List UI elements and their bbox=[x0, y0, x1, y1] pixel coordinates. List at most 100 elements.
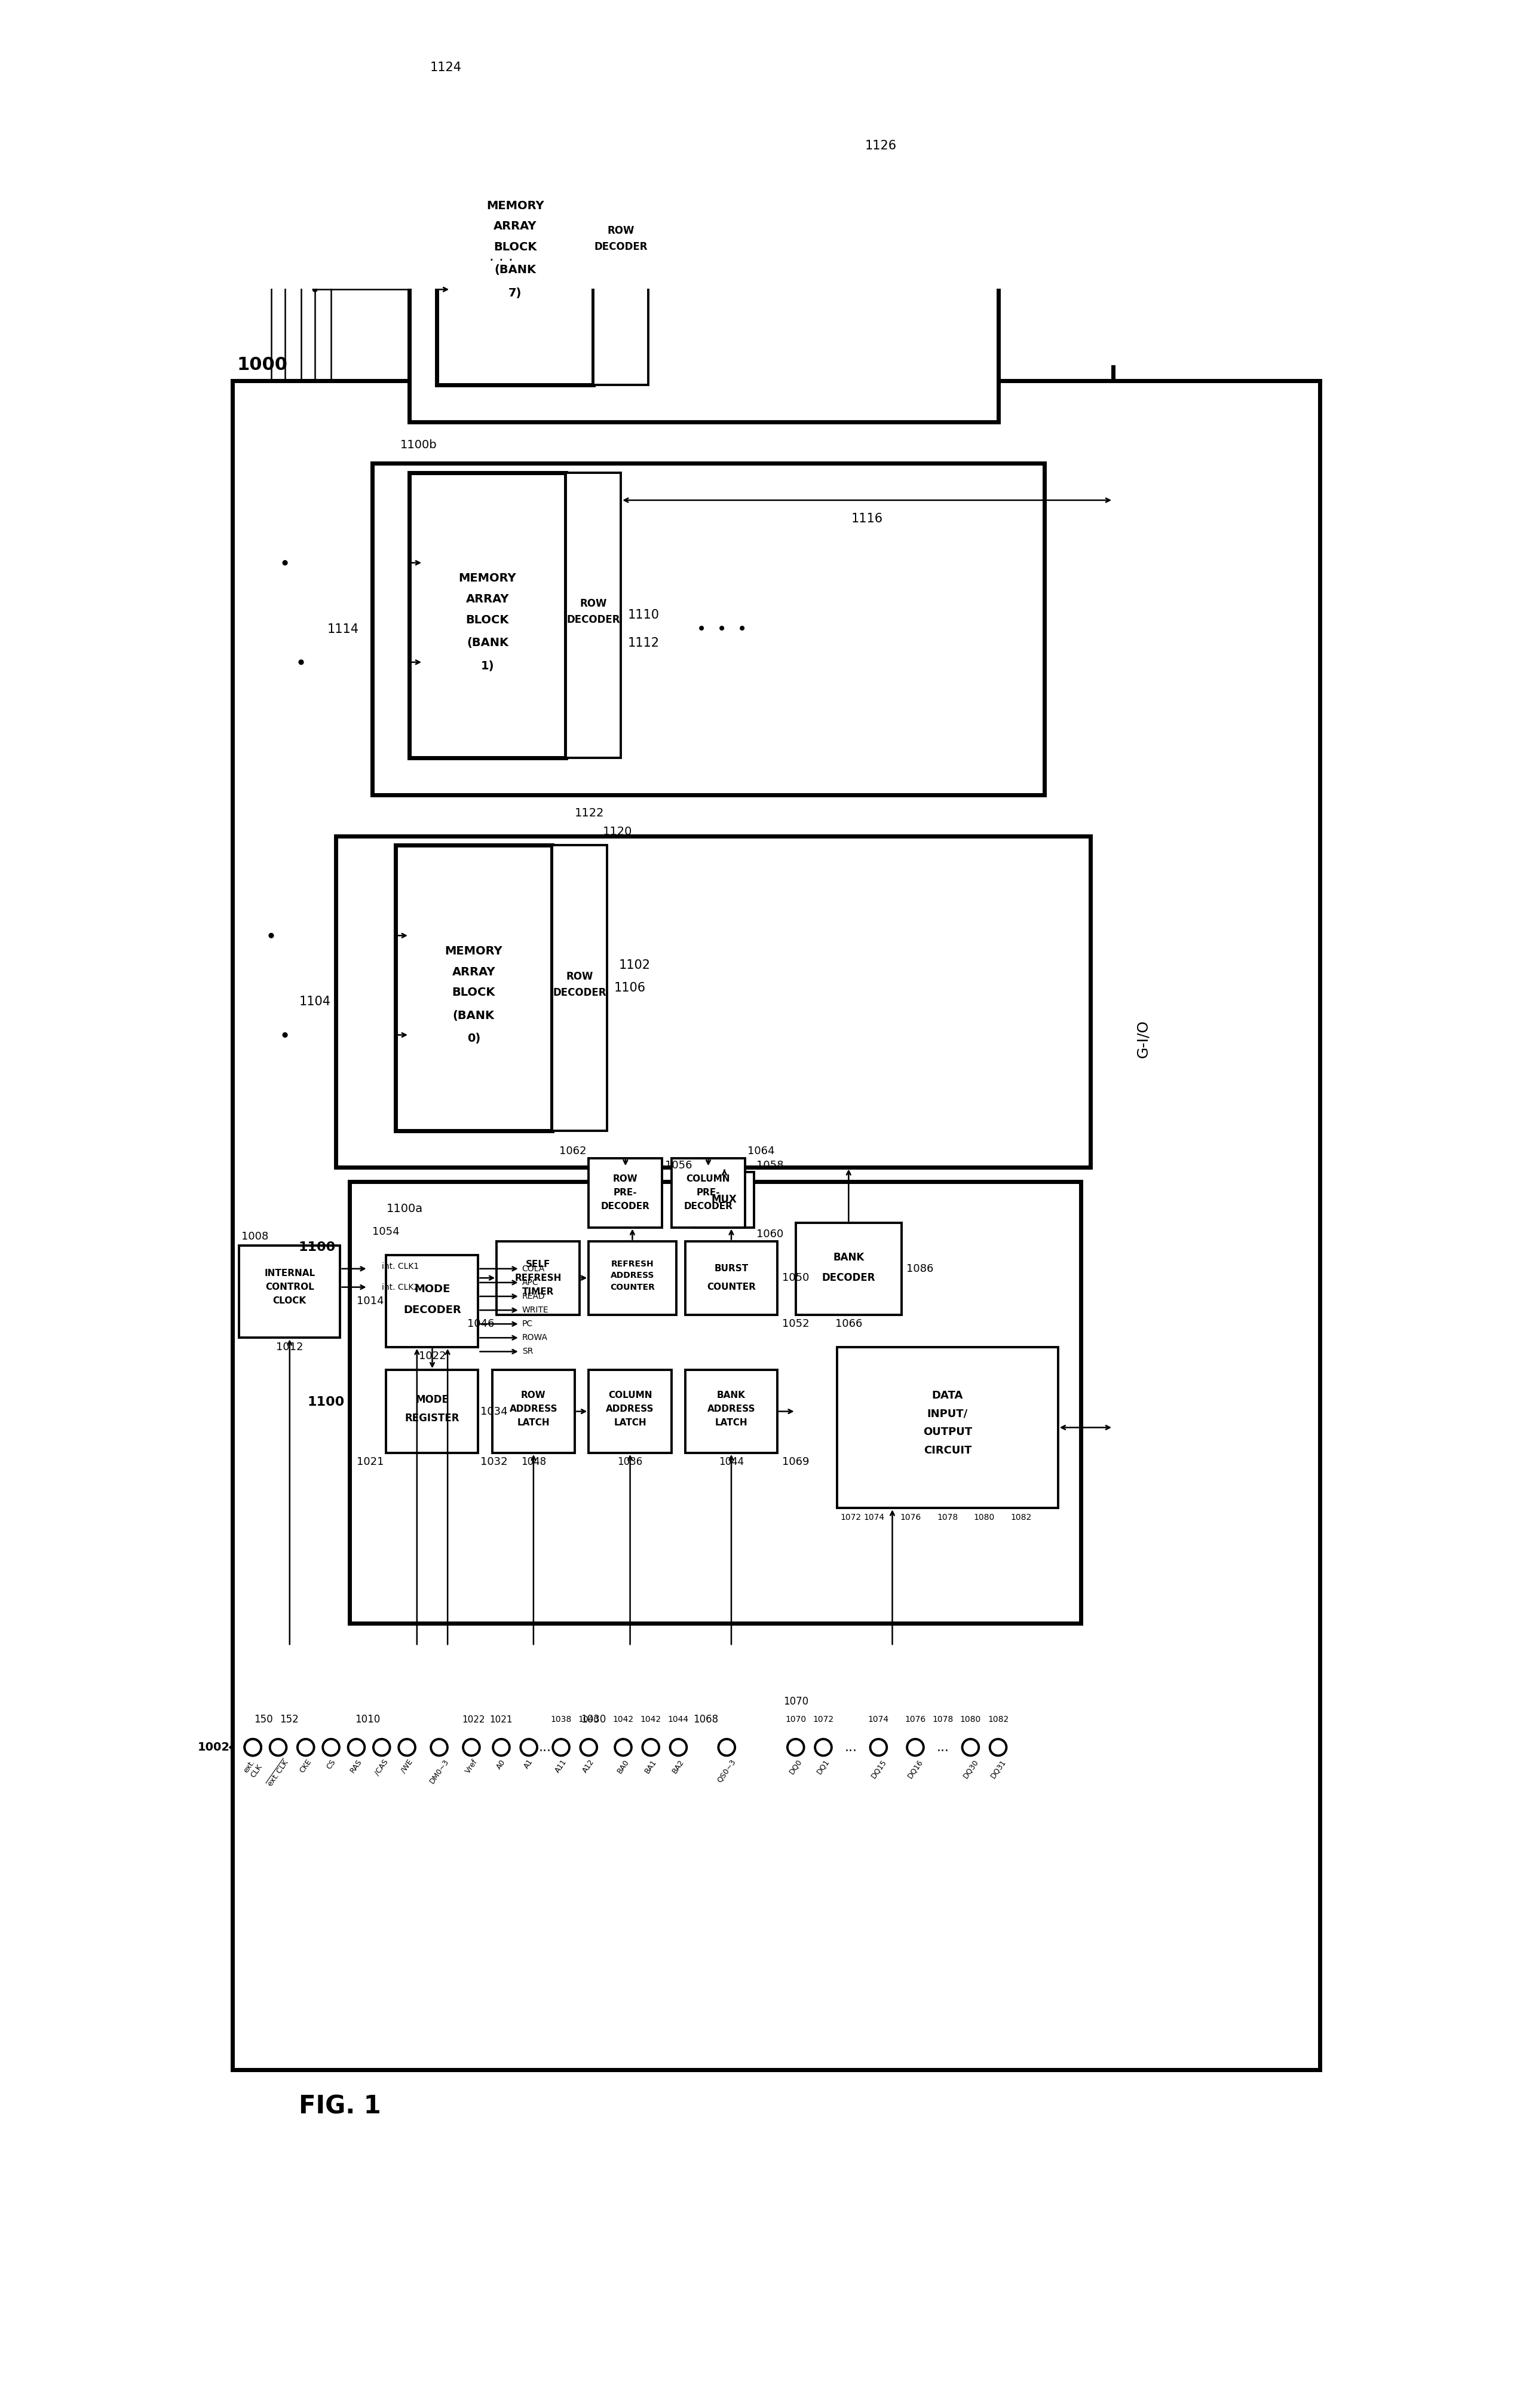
Text: 1014: 1014 bbox=[357, 1296, 385, 1305]
Circle shape bbox=[245, 1739, 260, 1755]
Text: 1106: 1106 bbox=[615, 982, 646, 995]
Text: 1002: 1002 bbox=[197, 1741, 230, 1753]
Text: 150: 150 bbox=[254, 1714, 273, 1724]
Bar bbox=[566, 472, 621, 759]
Bar bbox=[695, 1173, 754, 1228]
Text: 1040: 1040 bbox=[578, 1714, 600, 1724]
Text: int. CLK1: int. CLK1 bbox=[382, 1262, 419, 1271]
Bar bbox=[672, 1158, 745, 1228]
Text: ROW: ROW bbox=[566, 970, 593, 982]
Text: 1070: 1070 bbox=[786, 1714, 805, 1724]
Circle shape bbox=[283, 561, 288, 566]
Text: 1076: 1076 bbox=[905, 1714, 927, 1724]
Text: 1022: 1022 bbox=[462, 1714, 484, 1724]
Text: CKE: CKE bbox=[298, 1758, 313, 1775]
Text: 1046: 1046 bbox=[468, 1320, 495, 1329]
Text: 1068: 1068 bbox=[693, 1714, 719, 1724]
Text: 1054: 1054 bbox=[372, 1226, 400, 1238]
Text: COLUMN: COLUMN bbox=[686, 1175, 730, 1182]
Circle shape bbox=[815, 1739, 831, 1755]
Text: A0: A0 bbox=[495, 1758, 507, 1770]
Text: CIRCUIT: CIRCUIT bbox=[924, 1445, 972, 1457]
Text: BA0: BA0 bbox=[616, 1758, 631, 1775]
Text: $\overline{\rm ext.CLK}$: $\overline{\rm ext.CLK}$ bbox=[265, 1758, 291, 1789]
Bar bbox=[438, 99, 593, 385]
Text: PRE-: PRE- bbox=[696, 1187, 721, 1197]
Text: ADDRESS: ADDRESS bbox=[606, 1404, 654, 1413]
Circle shape bbox=[907, 1739, 924, 1755]
Text: BANK: BANK bbox=[718, 1392, 745, 1399]
Text: 1080: 1080 bbox=[974, 1512, 995, 1522]
Circle shape bbox=[787, 1739, 804, 1755]
Circle shape bbox=[322, 1739, 339, 1755]
Text: 1): 1) bbox=[481, 660, 494, 672]
Bar bbox=[593, 99, 648, 385]
Text: BA1: BA1 bbox=[643, 1758, 659, 1775]
Text: 1120: 1120 bbox=[603, 826, 631, 838]
Text: 1052: 1052 bbox=[781, 1320, 808, 1329]
Text: 1078: 1078 bbox=[937, 1512, 958, 1522]
Circle shape bbox=[298, 660, 303, 665]
Text: 1062: 1062 bbox=[559, 1146, 586, 1156]
Circle shape bbox=[990, 1739, 1007, 1755]
Circle shape bbox=[521, 1739, 537, 1755]
Text: CONTROL: CONTROL bbox=[265, 1283, 313, 1291]
Text: /WE: /WE bbox=[400, 1758, 415, 1775]
Text: 1000: 1000 bbox=[236, 356, 288, 373]
Text: REFRESH: REFRESH bbox=[515, 1274, 562, 1283]
Text: ARRAY: ARRAY bbox=[494, 222, 537, 231]
Text: •  •  •: • • • bbox=[696, 621, 748, 638]
Text: 1042: 1042 bbox=[613, 1714, 634, 1724]
Text: /CAS: /CAS bbox=[374, 1758, 391, 1777]
Text: DQ30: DQ30 bbox=[961, 1758, 980, 1780]
Circle shape bbox=[463, 1739, 480, 1755]
Text: DECODER: DECODER bbox=[566, 614, 621, 626]
Text: ROW: ROW bbox=[613, 1175, 637, 1182]
Text: 1074: 1074 bbox=[868, 1714, 889, 1724]
Text: ROW: ROW bbox=[580, 597, 607, 609]
Circle shape bbox=[348, 1739, 365, 1755]
Bar bbox=[553, 845, 607, 1132]
Text: 1021: 1021 bbox=[489, 1714, 513, 1724]
Text: APC: APC bbox=[522, 1279, 539, 1286]
Text: 1058: 1058 bbox=[757, 1161, 784, 1170]
Text: MEMORY: MEMORY bbox=[486, 200, 544, 212]
Text: 1064: 1064 bbox=[748, 1146, 775, 1156]
Text: 1072: 1072 bbox=[813, 1714, 834, 1724]
Text: QS0~3: QS0~3 bbox=[716, 1758, 737, 1784]
Text: ADDRESS: ADDRESS bbox=[509, 1404, 557, 1413]
Text: MEMORY: MEMORY bbox=[445, 946, 503, 956]
Circle shape bbox=[871, 1739, 887, 1755]
Text: LATCH: LATCH bbox=[715, 1418, 748, 1428]
Text: INPUT/: INPUT/ bbox=[927, 1409, 967, 1418]
Text: 1102: 1102 bbox=[619, 958, 650, 970]
Text: 1112: 1112 bbox=[628, 636, 660, 648]
Circle shape bbox=[671, 1739, 687, 1755]
Text: LATCH: LATCH bbox=[613, 1418, 646, 1428]
Text: 1074: 1074 bbox=[863, 1512, 884, 1522]
Bar bbox=[589, 1240, 677, 1315]
Bar bbox=[409, 92, 998, 421]
Text: SELF: SELF bbox=[525, 1259, 551, 1269]
Text: 1010: 1010 bbox=[356, 1714, 380, 1724]
Text: ADDRESS: ADDRESS bbox=[707, 1404, 755, 1413]
Text: 1036: 1036 bbox=[618, 1457, 643, 1466]
Circle shape bbox=[494, 1739, 510, 1755]
Circle shape bbox=[283, 1033, 288, 1038]
Text: 1050: 1050 bbox=[781, 1271, 808, 1283]
Text: 1072: 1072 bbox=[840, 1512, 861, 1522]
Text: DQ31: DQ31 bbox=[989, 1758, 1007, 1780]
Text: COLUMN: COLUMN bbox=[609, 1392, 653, 1399]
Circle shape bbox=[374, 1739, 391, 1755]
Circle shape bbox=[963, 1739, 980, 1755]
Text: READ: READ bbox=[522, 1293, 545, 1300]
Text: 1122: 1122 bbox=[575, 807, 604, 819]
Text: DECODER: DECODER bbox=[822, 1271, 875, 1283]
Text: BLOCK: BLOCK bbox=[453, 987, 495, 999]
Text: (BANK: (BANK bbox=[453, 1009, 495, 1021]
Text: Vref: Vref bbox=[463, 1758, 478, 1775]
Text: 1042: 1042 bbox=[640, 1714, 662, 1724]
Text: WRITE: WRITE bbox=[522, 1305, 548, 1315]
Text: SR: SR bbox=[522, 1348, 533, 1356]
Text: CS: CS bbox=[326, 1758, 338, 1770]
